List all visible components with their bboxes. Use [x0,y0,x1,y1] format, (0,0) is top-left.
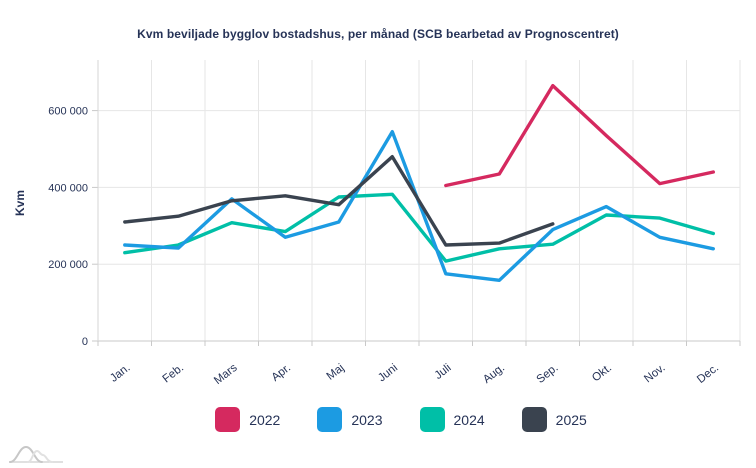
legend-item-2022[interactable]: 2022 [215,407,280,432]
x-tick-label: Apr. [270,362,294,384]
series-line-2024 [123,192,715,263]
y-tick-label: 600 000 [48,106,88,118]
legend-label: 2024 [453,411,485,428]
legend-item-2024[interactable]: 2024 [419,407,485,432]
legend-item-2023[interactable]: 2023 [317,407,383,432]
y-tick-label: 400 000 [48,182,88,194]
line-chart-svg: 0 200 000 400 000 600 000 Jan. Feb. Mars Apr. Ma… [48,60,741,387]
x-tick-label: Okt. [590,362,614,384]
x-tick-label: Dec. [695,362,721,386]
series-line-2025 [123,155,555,247]
x-tick-label: Feb. [161,362,187,386]
legend-swatch-2025 [521,407,547,432]
x-tick-label: Maj [325,362,347,383]
legend-item-2025[interactable]: 2025 [521,407,587,432]
y-tick-label: 0 [82,336,88,348]
y-tick-label: 200 000 [48,259,88,271]
x-tick-label: Mars [212,362,240,387]
legend-swatch-2022 [215,407,241,432]
x-tick-label: Sep. [535,362,561,386]
x-tick-label: Aug. [481,362,507,386]
legend-label: 2022 [249,411,281,428]
x-tick-label: Juni [376,362,400,384]
legend-swatch-2024 [419,407,445,432]
legend-label: 2023 [351,411,383,428]
chart-title: Kvm beviljade bygglov bostadshus, per må… [137,27,619,41]
series-line-2022 [444,83,715,188]
legend: 2022 2023 2024 2025 [0,407,756,432]
prognoscentret-logo [9,445,63,463]
legend-label: 2025 [555,411,587,428]
x-tick-label: Juli [433,362,454,382]
x-tick-label: Nov. [642,362,667,385]
x-tick-label: Jan. [108,362,133,385]
legend-swatch-2023 [317,407,343,432]
